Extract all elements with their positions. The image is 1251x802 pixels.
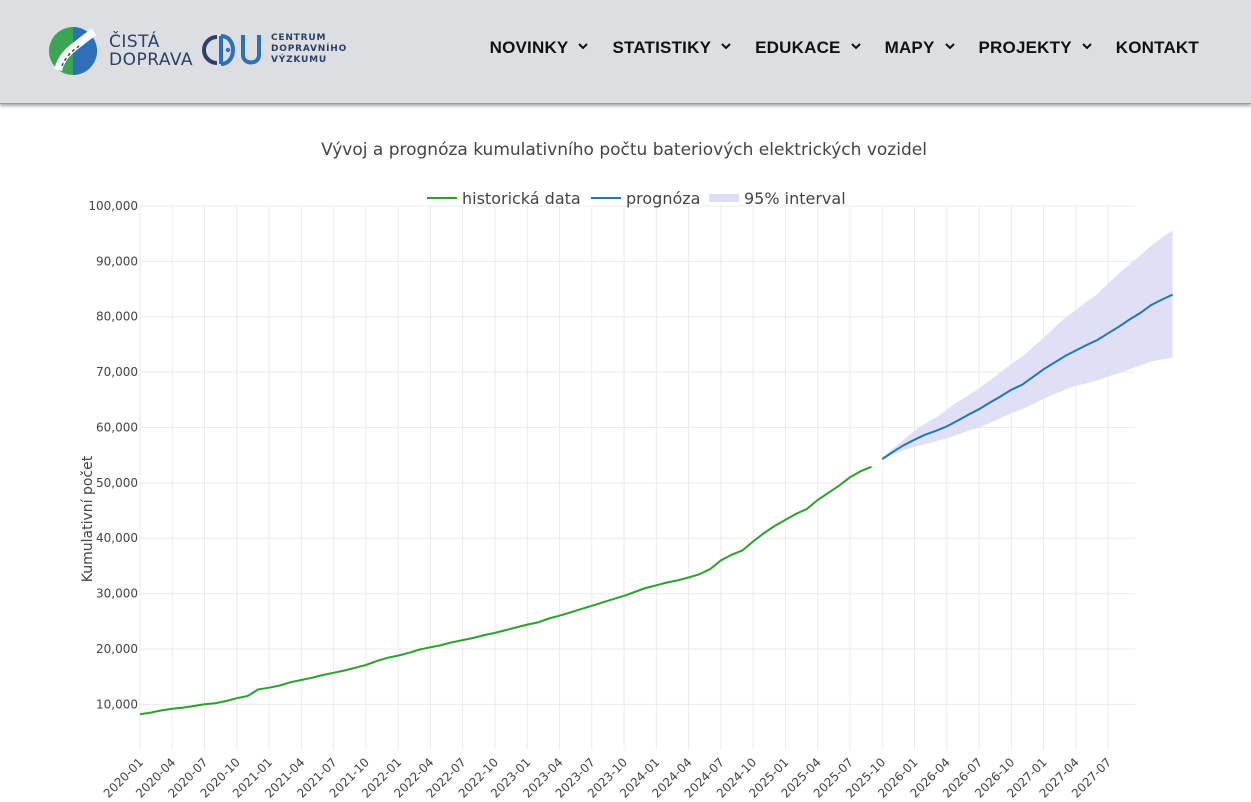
- nav-item-statistiky[interactable]: STATISTIKY: [612, 38, 731, 58]
- nav-item-novinky[interactable]: NOVINKY: [490, 38, 589, 58]
- y-tick-label: 30,000: [96, 587, 138, 601]
- legend-label-forecast: prognóza: [626, 189, 700, 208]
- legend-label-historical: historická data: [462, 189, 581, 208]
- nav-item-label: PROJEKTY: [978, 38, 1072, 57]
- nav-item-kontakt[interactable]: KONTAKT: [1116, 38, 1199, 58]
- cdv-line-3: VÝZKUMU: [271, 55, 327, 65]
- cdv-line-2: DOPRAVNÍHO: [271, 44, 348, 54]
- y-tick-label: 20,000: [96, 642, 138, 656]
- historical-data-line: [139, 465, 872, 716]
- chevron-down-icon[interactable]: [721, 43, 731, 50]
- forecast-line: [881, 293, 1174, 460]
- nav-item-edukace[interactable]: EDUKACE: [755, 38, 861, 58]
- chevron-down-icon[interactable]: [1082, 43, 1092, 50]
- chevron-down-icon[interactable]: [850, 43, 861, 50]
- confidence-interval-band: [882, 230, 1173, 461]
- main-navigation: NOVINKY STATISTIKY EDUKACE MAPY PROJEKTY KONT…: [466, 38, 1199, 58]
- bev-forecast-chart: Vývoj a prognóza kumulativního počtu bat…: [80, 140, 1174, 801]
- cdv-logo-icon[interactable]: [197, 31, 267, 69]
- y-tick-label: 10,000: [96, 697, 138, 711]
- legend-swatch-interval: [709, 194, 739, 202]
- site-header: ČISTÁ DOPRAVA CENTRUM DOPRAVNÍHO VÝZKUMU…: [0, 0, 1251, 104]
- nav-item-label: STATISTIKY: [612, 38, 712, 57]
- y-tick-label: 50,000: [96, 476, 138, 490]
- cista-doprava-logo-icon[interactable]: [48, 26, 102, 76]
- nav-item-label: KONTAKT: [1115, 38, 1199, 57]
- chevron-down-icon[interactable]: [944, 43, 955, 50]
- cdv-logo-text[interactable]: CENTRUM DOPRAVNÍHO VÝZKUMU: [271, 33, 347, 66]
- y-tick-label: 40,000: [96, 531, 138, 545]
- nav-item-mapy[interactable]: MAPY: [885, 38, 955, 58]
- chevron-down-icon[interactable]: [578, 43, 589, 50]
- y-tick-label: 80,000: [96, 310, 138, 324]
- y-tick-label: 70,000: [96, 365, 138, 379]
- cdv-line-1: CENTRUM: [271, 33, 327, 43]
- y-axis-title: Kumulativní počet: [80, 455, 96, 582]
- logo-line-2: DOPRAVA: [109, 50, 194, 70]
- nav-item-label: NOVINKY: [489, 38, 569, 57]
- nav-item-label: MAPY: [884, 38, 935, 57]
- y-tick-label: 90,000: [96, 254, 138, 268]
- y-tick-label: 100,000: [88, 199, 138, 213]
- legend-label-interval: 95% interval: [744, 189, 846, 208]
- chart-title: Vývoj a prognóza kumulativního počtu bat…: [321, 140, 927, 160]
- cista-doprava-logo-text[interactable]: ČISTÁ DOPRAVA: [109, 33, 193, 69]
- nav-item-label: EDUKACE: [755, 38, 841, 57]
- logo-line-1: ČISTÁ: [109, 32, 160, 52]
- y-tick-label: 60,000: [96, 420, 138, 434]
- nav-item-projekty[interactable]: PROJEKTY: [979, 38, 1092, 58]
